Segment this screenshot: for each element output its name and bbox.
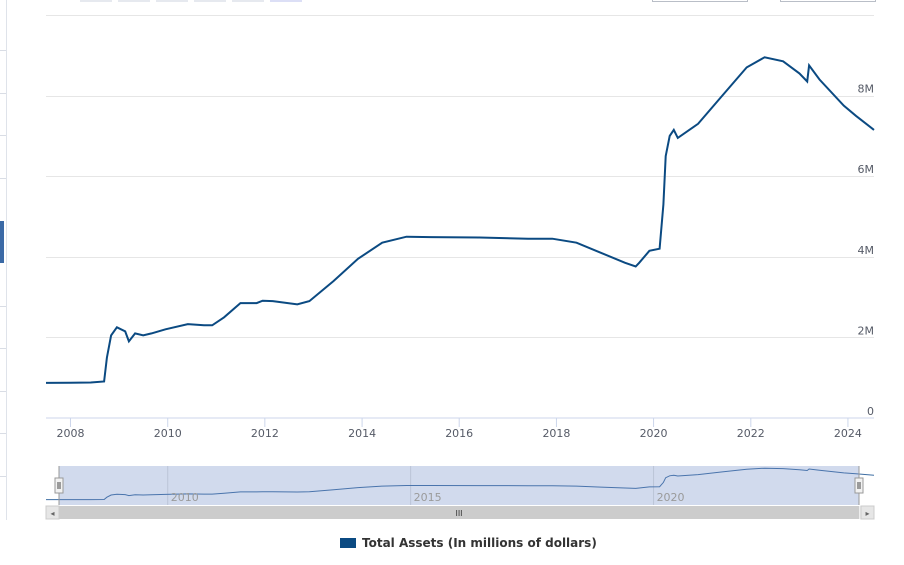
navigator-label: 2020 [657, 491, 685, 504]
y-tick-label: 2M [858, 324, 875, 337]
navigator-label: 2010 [171, 491, 199, 504]
scrollbar-thumb[interactable] [59, 506, 859, 519]
x-tick-label: 2012 [251, 427, 279, 440]
x-axis: 2008 2010 2012 2014 2016 2018 2020 2022 2024 [56, 418, 862, 440]
scrollbar-grip: III [455, 509, 462, 518]
scroll-left-arrow-icon: ◂ [50, 509, 54, 518]
x-tick-label: 2010 [154, 427, 182, 440]
range-button[interactable] [80, 0, 112, 2]
date-to-input[interactable] [780, 0, 876, 2]
rail-divider [0, 433, 6, 434]
x-tick-label: 2020 [640, 427, 668, 440]
x-tick-label: 2016 [445, 427, 473, 440]
scrollbar-right-button[interactable] [860, 505, 875, 520]
navigator-right-handle[interactable] [854, 477, 864, 494]
rail-divider [0, 178, 6, 179]
scroll-right-arrow-icon: ▸ [865, 509, 869, 518]
navigator-labels: 2010 2015 2020 [171, 491, 685, 504]
legend-swatch [340, 538, 356, 548]
y-tick-label: 4M [858, 244, 875, 257]
range-selector-buttons [80, 0, 302, 2]
legend-label: Total Assets (In millions of dollars) [362, 536, 597, 550]
date-from-input[interactable] [652, 0, 748, 2]
rail-divider [0, 50, 6, 51]
range-button[interactable] [194, 0, 226, 2]
x-tick-label: 2014 [348, 427, 376, 440]
navigator: 2010 2015 2020 [46, 466, 875, 505]
rail-divider [0, 93, 6, 94]
rail-divider [0, 348, 6, 349]
rail-active-marker [0, 221, 4, 263]
legend[interactable]: Total Assets (In millions of dollars) [340, 536, 597, 550]
rail-divider [0, 135, 6, 136]
rail-divider [0, 306, 6, 307]
series-line-total-assets [45, 56, 875, 384]
navigator-selection-mask[interactable] [59, 466, 859, 505]
left-side-rail [0, 0, 7, 520]
y-tick-label: 0 [867, 405, 874, 418]
y-axis: 0 2M 4M 6M 8M [858, 83, 875, 418]
navigator-series-line [46, 467, 875, 501]
x-tick-label: 2022 [737, 427, 765, 440]
range-button[interactable] [232, 0, 264, 2]
scrollbar[interactable]: ◂ III ▸ [45, 505, 875, 520]
x-tick-label: 2008 [56, 427, 84, 440]
rail-divider [0, 391, 6, 392]
x-tick-label: 2024 [834, 427, 862, 440]
navigator-label: 2015 [414, 491, 442, 504]
navigator-left-handle[interactable] [54, 477, 64, 494]
rail-divider [0, 476, 6, 477]
range-button[interactable] [156, 0, 188, 2]
gridlines [46, 15, 874, 338]
range-button[interactable] [118, 0, 150, 2]
range-button-selected[interactable] [270, 0, 302, 2]
y-tick-label: 6M [858, 163, 875, 176]
y-tick-label: 8M [858, 83, 875, 96]
x-tick-label: 2018 [542, 427, 570, 440]
